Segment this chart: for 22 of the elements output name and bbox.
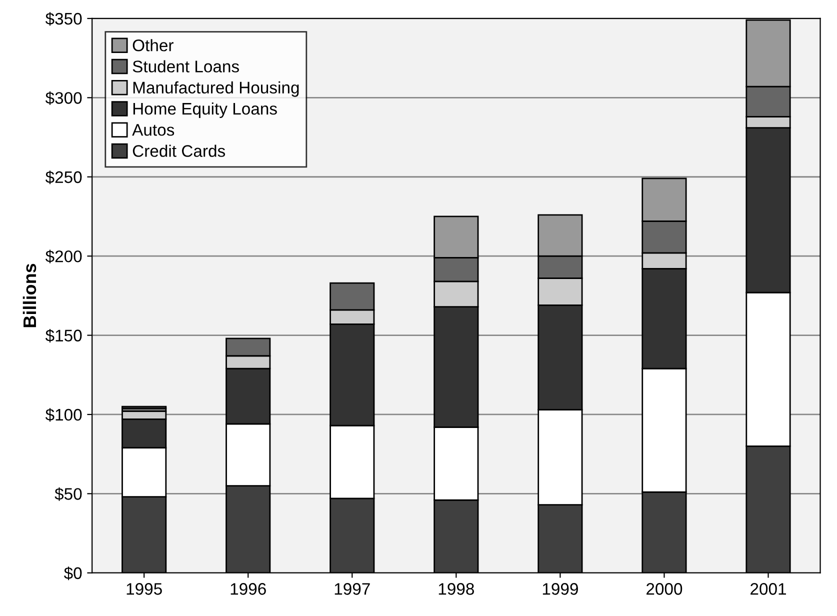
- legend-label: Student Loans: [132, 60, 239, 72]
- x-tick-label: 1995: [126, 583, 162, 595]
- x-tick-label: 1996: [230, 583, 266, 595]
- y-tick-label: $300: [45, 91, 82, 105]
- x-tick-label: 1999: [542, 583, 578, 595]
- legend-label: Autos: [132, 124, 174, 136]
- legend-label: Home Equity Loans: [133, 102, 277, 118]
- y-tick-label: $50: [54, 487, 82, 501]
- x-tick-label: 1998: [438, 583, 474, 595]
- y-tick-label: $200: [45, 250, 82, 264]
- x-tick-label: 1997: [334, 583, 370, 595]
- legend-label: Manufactured Housing: [133, 81, 299, 97]
- y-tick-label: $0: [64, 566, 82, 580]
- x-tick-label: 2000: [646, 583, 682, 595]
- y-axis-title: Billions: [22, 264, 36, 328]
- y-tick-label: $250: [45, 170, 82, 184]
- y-tick-label: $150: [45, 328, 82, 342]
- y-tick-label: $350: [45, 12, 82, 26]
- x-tick-label: 2001: [750, 583, 786, 595]
- legend-label: Other: [132, 39, 174, 52]
- y-tick-label: $100: [45, 408, 82, 422]
- legend-label: Credit Cards: [132, 144, 226, 157]
